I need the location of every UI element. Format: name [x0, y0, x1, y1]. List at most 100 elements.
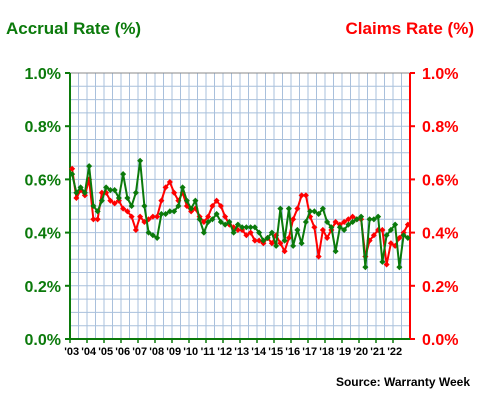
claims-point	[319, 226, 326, 233]
left-tick-label: 0.8%	[25, 119, 61, 136]
claims-point	[311, 224, 318, 231]
accrual-point	[77, 184, 84, 191]
accrual-point	[251, 224, 258, 231]
right-axis-title: Claims Rate (%)	[346, 19, 474, 38]
accrual-point	[379, 258, 386, 265]
accrual-point	[332, 248, 339, 255]
accrual-point	[192, 197, 199, 204]
claims-point	[396, 234, 403, 241]
accrual-point	[353, 216, 360, 223]
accrual-point	[120, 171, 127, 178]
accrual-point	[171, 208, 178, 215]
claims-point	[404, 221, 411, 228]
accrual-point	[107, 187, 114, 194]
x-tick-label: '17	[302, 346, 317, 358]
accrual-point	[94, 208, 101, 215]
claims-point	[137, 213, 144, 220]
accrual-point	[349, 218, 356, 225]
right-tick-label: 0.4%	[422, 226, 458, 243]
accrual-point	[230, 229, 237, 236]
accrual-point	[319, 205, 326, 212]
claims-point	[324, 234, 331, 241]
right-tick-label: 0.6%	[422, 172, 458, 189]
claims-point	[332, 218, 339, 225]
claims-point	[107, 197, 114, 204]
claims-point	[315, 253, 322, 260]
claims-point	[94, 216, 101, 223]
accrual-point	[290, 242, 297, 249]
series-layer	[69, 157, 411, 271]
accrual-point	[277, 205, 284, 212]
x-tick-label: '22	[387, 346, 402, 358]
claims-point	[285, 234, 292, 241]
x-tick-label: '12	[217, 346, 232, 358]
accrual-point	[324, 218, 331, 225]
left-tick-label: 0.6%	[25, 172, 61, 189]
claims-point	[154, 213, 161, 220]
accrual-point	[222, 221, 229, 228]
claims-point	[243, 232, 250, 239]
accrual-point	[162, 210, 169, 218]
x-tick-label: '04	[81, 346, 97, 358]
accrual-point	[243, 224, 250, 231]
grid-lines	[70, 73, 410, 339]
claims-point	[209, 202, 216, 210]
claims-point	[98, 189, 105, 196]
x-tick-label: '11	[201, 346, 215, 358]
accrual-point	[179, 184, 186, 191]
right-tick-label: 1.0%	[422, 66, 458, 83]
claims-point	[383, 261, 390, 268]
accrual-point	[154, 234, 161, 241]
accrual-point	[239, 224, 246, 231]
claims-point	[281, 248, 288, 255]
accrual-series	[69, 157, 411, 271]
x-tick-label: '21	[370, 346, 385, 358]
accrual-point	[166, 208, 173, 215]
accrual-point	[370, 216, 377, 223]
claims-point	[200, 218, 207, 225]
claims-point	[370, 232, 377, 239]
right-tick-label: 0.0%	[422, 332, 458, 349]
accrual-point	[345, 221, 352, 228]
left-tick-label: 0.2%	[25, 279, 61, 296]
claims-point	[251, 237, 258, 244]
right-tick-label: 0.8%	[422, 119, 458, 136]
accrual-point	[281, 237, 288, 244]
x-tick-label: '20	[353, 346, 368, 358]
accrual-point	[375, 213, 382, 220]
accrual-point	[302, 218, 309, 225]
accrual-point	[81, 189, 88, 196]
accrual-point	[392, 221, 399, 228]
accrual-point	[341, 226, 348, 233]
x-tick-label: '15	[268, 346, 283, 358]
x-tick-label: '06	[115, 346, 130, 358]
accrual-point	[205, 218, 212, 225]
accrual-point	[366, 216, 373, 223]
accrual-point	[137, 157, 144, 164]
claims-point	[162, 184, 169, 191]
x-tick-label: '03	[64, 346, 79, 358]
accrual-point	[196, 216, 203, 223]
accrual-point	[328, 224, 335, 231]
claims-point	[298, 192, 305, 199]
right-tick-label: 0.2%	[422, 279, 458, 296]
accrual-point	[396, 264, 403, 271]
accrual-point	[175, 202, 182, 210]
claims-point	[247, 229, 254, 236]
tick-labels: 0.0% 0.0% 0.2% 0.2% 0.4% 0.4% 0.6% 0.6% 0.8% 0.8%…	[25, 66, 459, 358]
left-axis-title: Accrual Rate (%)	[6, 19, 141, 38]
accrual-point	[362, 264, 369, 271]
x-tick-label: '19	[336, 346, 351, 358]
accrual-point	[400, 232, 407, 239]
accrual-point	[268, 229, 275, 236]
accrual-point	[285, 205, 292, 212]
x-tick-label: '10	[183, 346, 198, 358]
claims-point	[171, 189, 178, 196]
accrual-point	[145, 229, 152, 236]
x-tick-label: '08	[149, 346, 164, 358]
accrual-point	[111, 187, 118, 194]
claims-point	[166, 179, 173, 186]
accrual-point	[86, 163, 93, 170]
accrual-point	[217, 218, 224, 225]
